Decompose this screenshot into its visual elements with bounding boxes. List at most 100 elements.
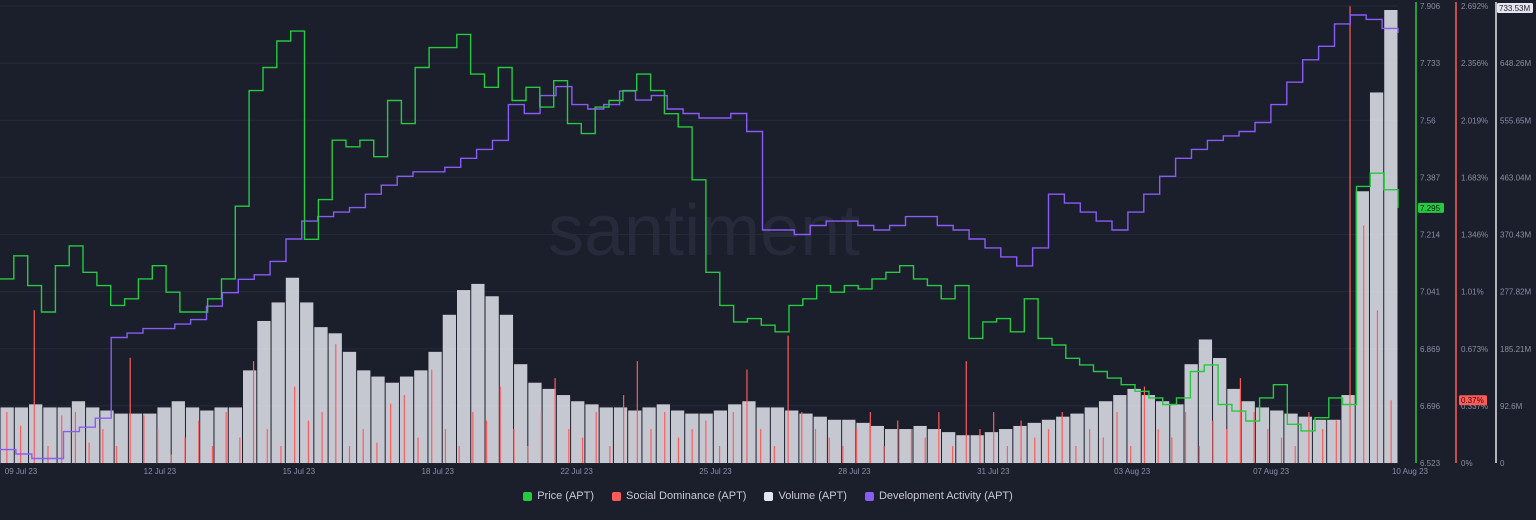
volume-bar [956,435,970,463]
x-tick-label: 12 Jul 23 [144,467,177,476]
volume-bar [827,419,842,463]
price-current-badge: 7.295 [1418,202,1444,213]
volume-current-badge-text: 733.53M [1499,4,1530,13]
volume-bar [927,429,942,463]
volume-bar [185,407,200,463]
price-current-badge-bg [1418,202,1444,213]
volume-bar [428,351,442,463]
volume-tick-label: 92.6M [1500,402,1523,411]
volume-bar [471,283,485,463]
volume-tick-label: 555.65M [1500,116,1531,125]
volume-tick-label: 277.82M [1500,288,1531,297]
volume-tick-label: 648.26M [1500,59,1531,68]
volume-bar [942,432,956,463]
volume-bar [1270,410,1284,463]
volume-bar [456,290,471,463]
volume-bar [514,364,528,463]
legend-item[interactable]: Social Dominance (APT) [612,490,746,502]
x-axis: 09 Jul 23 12 Jul 23 15 Jul 23 18 Jul 23 22 J… [5,467,1429,476]
volume-bar [485,296,499,463]
volume-bar [1255,407,1270,463]
volume-tick-label: 185.21M [1500,345,1531,354]
price-tick-label: 7.906 [1420,2,1441,11]
volume-bar [970,435,984,463]
volume-bar [770,407,785,463]
volume-bar [1127,388,1141,463]
volume-bar [785,410,799,463]
volume-bar [385,382,399,463]
volume-bar [1155,401,1170,463]
volume-bar [243,370,257,463]
price-tick-label: 7.56 [1420,116,1436,125]
volume-bar [257,320,271,463]
volume-tick-label: 370.43M [1500,231,1531,240]
legend-item[interactable]: Price (APT) [523,490,594,502]
volume-bar [999,429,1013,463]
volume-bar [799,413,813,463]
volume-bar [285,277,300,463]
volume-current-badge: 733.53M [1497,3,1533,13]
legend-item[interactable]: Development Activity (APT) [864,490,1013,502]
volume-bar [899,429,913,463]
volume-bar [1355,191,1369,463]
volume-bar [14,407,29,463]
volume-bar [870,425,884,463]
volume-bar [585,404,599,463]
volume-tick-label: 463.04M [1500,173,1531,182]
legend-swatch [864,491,874,501]
social-dominance-tick-label: 1.346% [1461,231,1488,240]
volume-bar [1369,92,1384,463]
volume-series [0,9,1398,463]
price-tick-label: 7.387 [1420,173,1441,182]
legend-label: Development Activity (APT) [878,490,1013,502]
line-series [0,14,1399,460]
x-tick-label: 09 Jul 23 [5,467,38,476]
legend-label: Volume (APT) [778,490,847,502]
volume-bar [571,401,585,463]
x-tick-label: 18 Jul 23 [421,467,454,476]
volume-bar [528,382,542,463]
volume-bar [414,370,428,463]
volume-bar [542,388,556,463]
volume-bar [1184,364,1198,463]
price-current-badge-text: 7.295 [1420,204,1441,213]
volume-bar [1213,358,1227,463]
volume-bar [442,314,456,463]
volume-bar [1141,395,1155,463]
legend-swatch [612,491,622,501]
social-dominance-current-badge: 0.37% [1459,395,1487,406]
volume-bar [114,413,128,463]
volume-bar [613,407,628,463]
volume-bar [642,407,656,463]
social-dominance-tick-label: 0.673% [1461,345,1488,354]
volume-bar [1070,413,1084,463]
volume-bar [100,410,114,463]
volume-bar [656,404,670,463]
volume-bar [628,410,642,463]
social-dominance-tick-label: 2.356% [1461,59,1488,68]
social-dominance-current-badge-text: 0.37% [1461,396,1484,405]
volume-tick-label: 0 [1500,459,1505,468]
volume-bar [200,410,214,463]
social-dominance-tick-label: 1.01% [1461,288,1484,297]
volume-bar [713,410,728,463]
volume-bar [728,404,742,463]
price-tick-label: 7.214 [1420,231,1441,240]
volume-bar [670,410,685,463]
volume-bar [29,404,43,463]
x-tick-label: 03 Aug 23 [1114,467,1151,476]
volume-bar [984,432,999,463]
social-dominance-tick-label: 2.019% [1461,116,1488,125]
volume-bar [1098,401,1113,463]
legend-item[interactable]: Volume (APT) [764,490,847,502]
volume-bar [813,416,827,463]
social-dominance-tick-label: 1.683% [1461,173,1488,182]
legend-label: Price (APT) [537,490,595,502]
volume-bar [1084,407,1098,463]
volume-bar [556,395,571,463]
watermark: santiment [548,191,860,271]
x-tick-label: 10 Aug 23 [1392,467,1429,476]
volume-bar [1170,404,1184,463]
volume-bar [842,419,856,463]
